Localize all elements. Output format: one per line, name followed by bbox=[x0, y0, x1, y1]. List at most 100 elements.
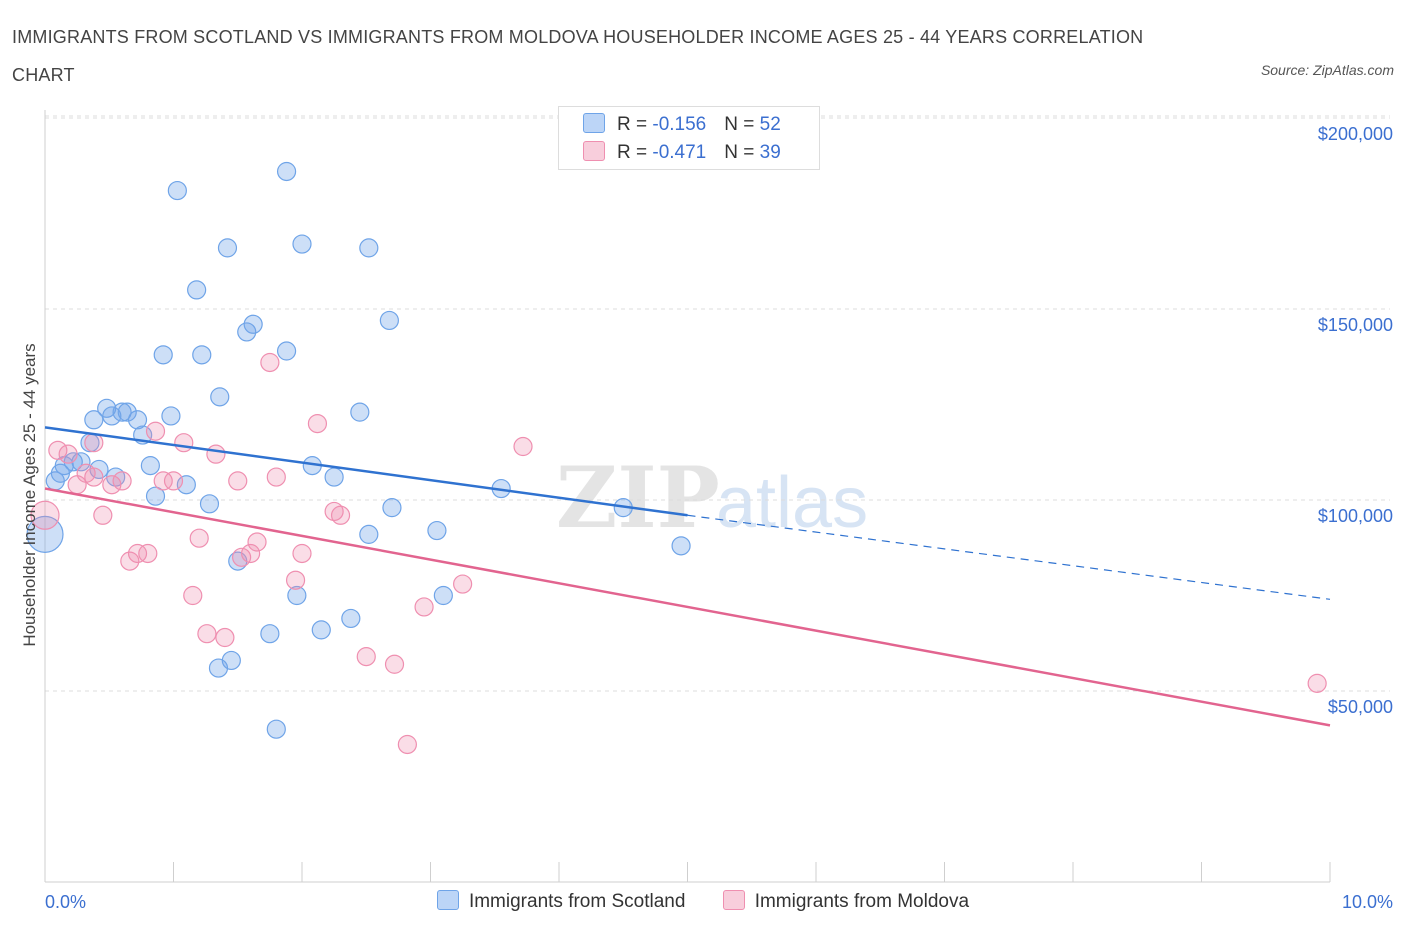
moldova-point bbox=[1307, 673, 1327, 693]
moldova-point bbox=[153, 471, 173, 491]
scotland-legend-swatch bbox=[436, 890, 459, 910]
moldova-point bbox=[292, 543, 312, 564]
scotland-point bbox=[276, 161, 297, 182]
scotland-point bbox=[350, 402, 370, 422]
moldova-legend-label: Immigrants from Moldova bbox=[754, 891, 970, 912]
moldova-point bbox=[206, 444, 226, 464]
moldova-point bbox=[197, 624, 217, 644]
moldova-n-value: 39 bbox=[759, 142, 781, 163]
scotland-point bbox=[359, 238, 379, 258]
legend-row-scotland: R = -0.156 N = 52 bbox=[583, 113, 781, 139]
y-tick-label: $150,000 bbox=[1318, 315, 1393, 335]
scotland-point bbox=[266, 719, 286, 739]
moldova-swatch bbox=[583, 141, 605, 161]
y-tick-label: $100,000 bbox=[1318, 506, 1393, 526]
scotland-swatch bbox=[583, 113, 605, 133]
scotland-point bbox=[176, 475, 196, 495]
moldova-point bbox=[183, 585, 203, 606]
legend-row-moldova: R = -0.471 N = 39 bbox=[583, 141, 781, 167]
scotland-point bbox=[102, 406, 122, 426]
scotland-point bbox=[287, 585, 307, 606]
moldova-point bbox=[84, 467, 104, 487]
moldova-point bbox=[127, 543, 148, 564]
moldova-point bbox=[356, 647, 376, 667]
scotland-point bbox=[153, 345, 173, 365]
scotland-point bbox=[161, 406, 181, 426]
chart-title: IMMIGRANTS FROM SCOTLAND VS IMMIGRANTS F… bbox=[12, 27, 1144, 85]
scotland-r-label: R = bbox=[617, 114, 653, 135]
scotland-point bbox=[237, 322, 257, 342]
moldova-point bbox=[260, 352, 280, 373]
scotland-point bbox=[210, 387, 230, 407]
scotland-point bbox=[199, 494, 220, 514]
moldova-point bbox=[30, 500, 60, 530]
moldova-point bbox=[102, 475, 122, 495]
scotland-point bbox=[208, 658, 229, 678]
moldova-legend-swatch bbox=[722, 890, 745, 910]
moldova-point bbox=[453, 574, 473, 594]
moldova-point bbox=[228, 471, 248, 491]
moldova-point bbox=[330, 505, 351, 525]
moldova-point bbox=[48, 440, 68, 460]
moldova-point bbox=[307, 414, 328, 434]
scotland-point bbox=[433, 585, 453, 606]
scotland-point bbox=[112, 402, 132, 422]
moldova-trend-line bbox=[44, 487, 1331, 727]
x-tick-label: 10.0% bbox=[1342, 892, 1393, 912]
moldova-point bbox=[397, 734, 417, 755]
scotland-point bbox=[324, 467, 344, 487]
moldova-point bbox=[138, 543, 158, 564]
moldova-point bbox=[145, 421, 166, 441]
moldova-r-value: -0.471 bbox=[652, 142, 707, 163]
scotland-point bbox=[217, 238, 238, 258]
scotland-trend-extension bbox=[687, 514, 1331, 600]
moldova-point bbox=[120, 551, 140, 571]
moldova-point bbox=[513, 436, 533, 457]
correlation-legend: R = -0.156 N = 52 R = -0.471 N = 39 bbox=[558, 106, 820, 170]
moldova-point bbox=[163, 471, 184, 491]
legend-item-scotland: Immigrants from Scotland bbox=[436, 890, 686, 913]
moldova-point bbox=[112, 471, 132, 491]
scotland-n-value: 52 bbox=[759, 114, 781, 135]
moldova-point bbox=[285, 570, 306, 590]
scotland-trend-line bbox=[44, 426, 688, 517]
y-tick-label: $50,000 bbox=[1328, 697, 1393, 717]
scotland-point bbox=[117, 402, 137, 422]
moldova-point bbox=[215, 627, 235, 648]
moldova-point bbox=[384, 654, 405, 674]
scotland-point bbox=[671, 536, 691, 556]
scotland-point bbox=[311, 620, 331, 640]
y-axis-label: Householder Income Ages 25 - 44 years bbox=[20, 343, 39, 647]
scotland-point bbox=[427, 520, 447, 541]
moldova-point bbox=[174, 433, 194, 453]
scotland-point bbox=[341, 608, 361, 629]
moldova-point bbox=[414, 597, 434, 617]
scotland-point bbox=[379, 310, 399, 331]
scotland-point bbox=[276, 341, 297, 361]
scotland-point bbox=[140, 456, 160, 476]
scotland-point bbox=[292, 234, 312, 254]
scotland-point bbox=[382, 498, 402, 518]
legend-item-moldova: Immigrants from Moldova bbox=[722, 890, 970, 913]
scotland-point bbox=[243, 314, 263, 334]
scotland-point bbox=[359, 524, 379, 544]
x-tick-label: 0.0% bbox=[45, 892, 86, 912]
scotland-r-value: -0.156 bbox=[652, 114, 707, 135]
moldova-point bbox=[93, 505, 113, 525]
scotland-point bbox=[192, 345, 212, 365]
scotland-point bbox=[187, 280, 207, 300]
moldova-point bbox=[84, 433, 104, 453]
scotland-legend-label: Immigrants from Scotland bbox=[468, 891, 686, 912]
series-legend: Immigrants from Scotland Immigrants from… bbox=[0, 890, 1406, 913]
moldova-point bbox=[189, 528, 209, 548]
watermark-atlas: atlas bbox=[716, 463, 868, 543]
moldova-point bbox=[247, 532, 267, 552]
scotland-point bbox=[127, 410, 148, 430]
moldova-point bbox=[58, 444, 78, 464]
scotland-point bbox=[84, 410, 104, 430]
scotland-point bbox=[145, 486, 166, 506]
moldova-n-label: N = bbox=[724, 142, 760, 163]
scotland-n-label: N = bbox=[724, 114, 760, 135]
scotland-point bbox=[167, 180, 187, 201]
